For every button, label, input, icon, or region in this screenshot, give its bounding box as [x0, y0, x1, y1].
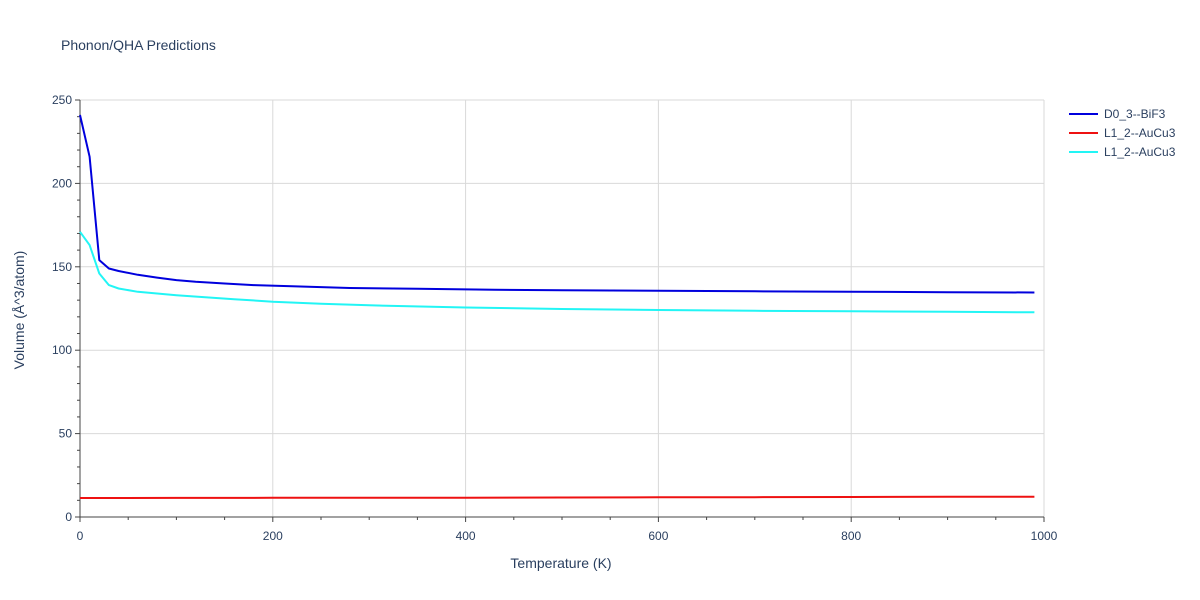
legend-label-3: L1_2--AuCu3	[1104, 145, 1176, 159]
x-tick-label: 600	[648, 529, 668, 543]
series-line-2	[79, 495, 1035, 499]
y-tick-label: 200	[52, 176, 72, 190]
x-tick-label: 800	[841, 529, 861, 543]
x-tick-labels: 0 200 400 600 800 1000	[77, 529, 1058, 543]
x-tick-label: 200	[263, 529, 283, 543]
plot-area	[79, 114, 1035, 499]
y-tick-labels: 0 50 100 150 200 250	[52, 93, 72, 524]
series-line-3	[79, 231, 1035, 314]
axes	[75, 99, 1045, 522]
x-axis-title: Temperature (K)	[510, 555, 611, 571]
y-tick-label: 150	[52, 260, 72, 274]
y-tick-label: 250	[52, 93, 72, 107]
chart-title: Phonon/QHA Predictions	[61, 37, 216, 53]
x-tick-label: 400	[456, 529, 476, 543]
gridlines	[80, 99, 1045, 517]
series-line-1	[79, 114, 1035, 294]
legend: D0_3--BiF3 L1_2--AuCu3 L1_2--AuCu3	[1069, 107, 1176, 159]
legend-label-2: L1_2--AuCu3	[1104, 126, 1176, 140]
legend-label-1: D0_3--BiF3	[1104, 107, 1166, 121]
y-axis-title: Volume (Å^3/atom)	[11, 251, 27, 370]
y-tick-label: 100	[52, 343, 72, 357]
y-tick-label: 0	[65, 510, 72, 524]
x-tick-label: 0	[77, 529, 84, 543]
x-tick-label: 1000	[1031, 529, 1058, 543]
y-tick-label: 50	[59, 427, 73, 441]
